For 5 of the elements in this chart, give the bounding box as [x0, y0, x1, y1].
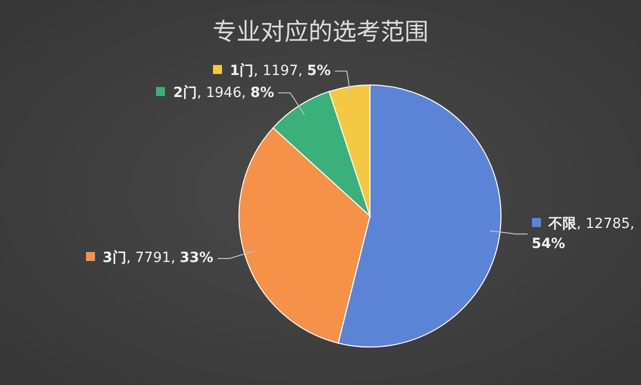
- legend-label: 1门: [230, 63, 254, 80]
- slice-label: 不限: [548, 216, 577, 232]
- legend-label: 2门: [173, 84, 197, 101]
- legend-label: 3门: [102, 250, 126, 266]
- title: 专业对应的选考范围: [212, 12, 430, 47]
